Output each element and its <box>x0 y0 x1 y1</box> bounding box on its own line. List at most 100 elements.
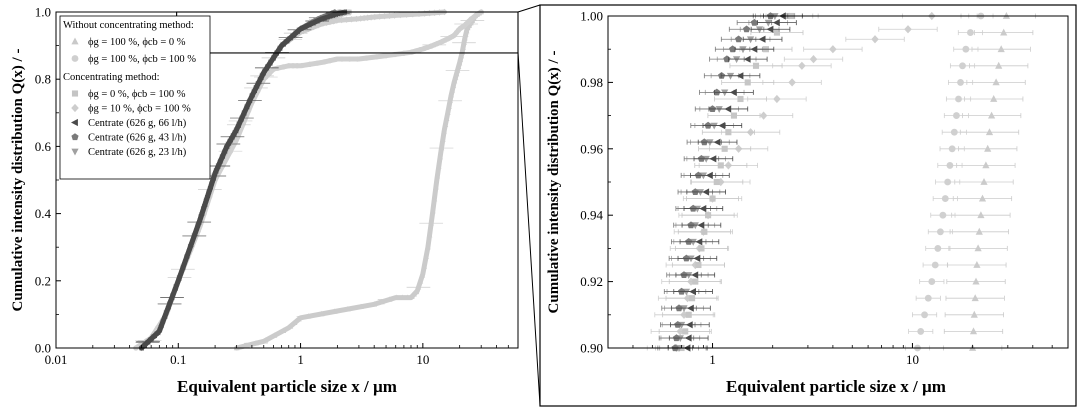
overview-point <box>354 56 361 62</box>
overview-point <box>397 11 404 19</box>
overview-point <box>428 220 434 226</box>
overview-point <box>404 294 411 300</box>
overview-point <box>262 337 269 343</box>
zoom-point <box>733 56 741 64</box>
zoom-point <box>970 310 978 318</box>
overview-point <box>318 310 325 317</box>
zoom-y-tick-label: 1.00 <box>580 9 603 24</box>
overview-point <box>227 137 233 143</box>
overview-point <box>454 67 461 73</box>
overview-point <box>298 25 304 32</box>
overview-y-tick-label: 0.4 <box>35 206 52 221</box>
zoom-point <box>710 122 718 130</box>
overview-point <box>399 294 406 300</box>
zoom-y-tick-label: 0.94 <box>580 208 603 223</box>
zoom-panel: 1 10 0.90 0.92 0.94 0.96 0.98 1.00 Cumulative i… <box>539 4 1077 407</box>
overview-point <box>363 55 370 61</box>
overview-y-tick-label: 0.2 <box>35 273 51 288</box>
zoom-point <box>718 122 726 130</box>
legend-marker <box>71 148 79 156</box>
zoom-point <box>726 72 735 80</box>
overview-point <box>210 175 216 181</box>
overview-y-tick-label: 0.8 <box>35 72 51 87</box>
overview-point <box>386 12 393 20</box>
overview-point <box>270 67 276 73</box>
zoom-point <box>939 211 947 219</box>
overview-point <box>442 121 449 127</box>
overview-point <box>321 59 327 65</box>
zoom-point <box>721 145 728 152</box>
zoom-point <box>972 277 980 285</box>
zoom-point <box>697 221 705 229</box>
zoom-point <box>705 212 712 219</box>
overview-point <box>371 13 378 21</box>
zoom-point <box>685 311 692 318</box>
legend-marker <box>71 37 79 45</box>
overview-point <box>451 78 458 84</box>
zoom-y-tick-label: 0.90 <box>580 341 603 356</box>
zoom-point <box>682 328 689 335</box>
overview-point <box>421 263 428 269</box>
zoom-y-axis-label: Cumulative intensity distribution Q(x) /… <box>546 51 562 314</box>
overview-point <box>435 163 442 169</box>
legend-marker <box>71 90 79 97</box>
zoom-y-tick-label: 0.92 <box>580 274 603 289</box>
legend-entry-label: Centrate (626 g, 66 l/h) <box>88 118 187 129</box>
overview-point <box>199 210 205 216</box>
overview-point <box>373 54 380 60</box>
zoom-point <box>701 228 708 235</box>
legend-entry: ϕg = 10 %, ϕcb = 100 % <box>71 104 191 115</box>
zoom-point <box>689 295 696 302</box>
overview-point <box>260 70 266 76</box>
overview-point <box>332 56 338 63</box>
overview-point <box>280 327 287 333</box>
zoom-point <box>702 188 710 196</box>
zoom-point <box>992 78 1000 86</box>
overview-point <box>296 316 302 322</box>
overview-point <box>443 115 450 121</box>
overview-point <box>310 23 317 31</box>
overview-point <box>450 82 457 88</box>
zoom-point <box>705 171 713 179</box>
overview-point <box>253 340 259 346</box>
zoom-connector-bottom <box>517 51 541 406</box>
overview-point <box>381 13 388 20</box>
overview-point <box>271 332 278 338</box>
overview-point <box>151 332 157 339</box>
overview-point <box>441 128 447 134</box>
overview-point <box>423 253 429 259</box>
legend-marker <box>71 133 79 141</box>
overview-point <box>445 109 451 115</box>
overview-point <box>165 303 171 310</box>
zoom-point <box>936 228 944 236</box>
overview-point <box>446 103 452 109</box>
overview-point <box>235 122 241 129</box>
zoom-y-tick-label: 0.96 <box>580 141 603 156</box>
overview-point <box>155 329 161 336</box>
overview-point <box>306 22 312 28</box>
zoom-point <box>948 145 956 153</box>
overview-point <box>334 17 340 24</box>
overview-x-tick-label: 0.01 <box>45 352 68 367</box>
overview-point <box>231 130 237 137</box>
overview-x-tick-label: 10 <box>416 352 429 367</box>
overview-point <box>233 127 239 134</box>
overview-point <box>437 153 443 160</box>
zoom-point <box>736 72 744 80</box>
overview-point <box>403 11 410 18</box>
zoom-point <box>798 61 806 70</box>
overview-x-tick-label: 0.1 <box>170 352 186 367</box>
zoom-x-axis-label: Equivalent particle size x / µm <box>726 377 946 396</box>
overview-point <box>462 35 468 41</box>
overview-point <box>302 23 308 30</box>
overview-point <box>463 27 470 34</box>
overview-point <box>172 285 178 291</box>
legend-entry: ϕg = 100 %, ϕcb = 0 % <box>71 37 186 48</box>
overview-point <box>358 303 364 309</box>
overview-point <box>415 284 422 290</box>
legend-entry-label: ϕg = 0 %, ϕcb = 100 % <box>88 89 186 100</box>
overview-point <box>462 31 469 37</box>
zoom-point <box>713 138 721 146</box>
zoom-point <box>969 327 978 335</box>
zoom-point <box>743 55 751 63</box>
